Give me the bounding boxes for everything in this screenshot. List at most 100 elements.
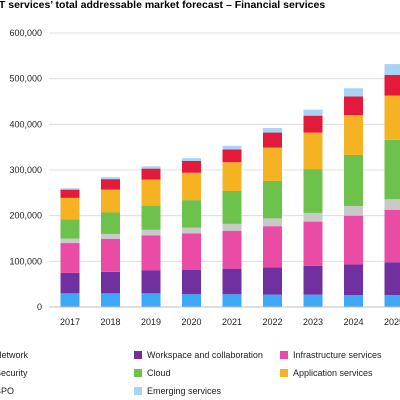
- bar-segment: [222, 145, 242, 150]
- legend-label: Application services: [293, 368, 373, 378]
- bar-segment: [384, 95, 400, 140]
- x-tick-label: 2024: [343, 317, 363, 327]
- bar-segment: [303, 221, 323, 266]
- bar-segment: [344, 295, 363, 307]
- bar-segment: [141, 166, 161, 169]
- bar-segment: [141, 270, 161, 294]
- y-tick-label: 0: [37, 302, 42, 312]
- legend-swatch: [134, 369, 142, 377]
- bar-segment: [263, 294, 282, 307]
- bar-segment: [303, 169, 323, 213]
- bar-segment: [222, 191, 242, 224]
- bar-segment: [101, 179, 120, 190]
- bar-segment: [101, 271, 120, 294]
- bar-segment: [384, 295, 400, 307]
- x-tick-label: 2018: [100, 317, 120, 327]
- bar-segment: [141, 179, 161, 206]
- bar-segment: [384, 139, 400, 200]
- legend-swatch: [134, 351, 142, 359]
- bar-segment: [141, 235, 161, 271]
- bar-segment: [384, 199, 400, 210]
- bar-segment: [303, 115, 323, 133]
- bar-segment: [222, 268, 242, 295]
- bar-segment: [344, 96, 363, 116]
- legend-label: Infrastructure services: [293, 350, 382, 360]
- bar-segment: [303, 109, 323, 116]
- legend-item: Infrastructure services: [280, 349, 382, 361]
- bar-segment: [344, 154, 363, 207]
- y-tick-label: 600,000: [9, 28, 42, 38]
- bar-segment: [344, 206, 363, 216]
- bar-segment: [344, 264, 363, 296]
- bar-segment: [384, 209, 400, 263]
- bar-segment: [101, 233, 120, 239]
- bars: [60, 64, 400, 307]
- bar-segment: [222, 149, 242, 163]
- bar-segment: [60, 238, 80, 244]
- bar-segment: [222, 294, 242, 307]
- bar-segment: [263, 226, 282, 268]
- legend-item: Emerging services: [134, 385, 221, 397]
- y-tick-label: 100,000: [9, 256, 42, 266]
- bar-segment: [303, 294, 323, 307]
- bar-segment: [60, 272, 80, 294]
- legend-swatch: [280, 351, 288, 359]
- bar-segment: [141, 293, 161, 307]
- bar-segment: [60, 189, 80, 198]
- bar-segment: [384, 75, 400, 96]
- bar-segment: [182, 160, 201, 173]
- legend-label: Emerging services: [147, 386, 222, 396]
- bar-segment: [141, 229, 161, 236]
- bar-segment: [141, 168, 161, 180]
- legend: Network Workspace and collaboration Infras…: [0, 348, 400, 400]
- legend-label: Cloud: [147, 368, 171, 378]
- bar-segment: [222, 223, 242, 231]
- bar-segment: [182, 172, 201, 201]
- legend-item: Cloud: [134, 367, 171, 379]
- y-tick-label: 200,000: [9, 211, 42, 221]
- bar-segment: [182, 294, 201, 307]
- x-tick-label: 2023: [303, 317, 323, 327]
- stacked-bar-chart: 0 100,000 200,000 300,000 400,000 500,000 600,…: [9, 28, 400, 327]
- bar-segment: [263, 132, 282, 148]
- bar-segment: [101, 238, 120, 272]
- bar-segment: [101, 189, 120, 213]
- x-tick-label: 2020: [181, 317, 201, 327]
- y-tick-label: 300,000: [9, 165, 42, 175]
- legend-label: Workspace and collaboration: [147, 350, 263, 360]
- bar-segment: [263, 147, 282, 181]
- legend-swatch: [134, 387, 142, 395]
- y-tick-label: 400,000: [9, 119, 42, 129]
- bar-segment: [182, 270, 201, 295]
- bar-segment: [344, 215, 363, 265]
- bar-segment: [384, 64, 400, 76]
- x-tick-label: 2017: [60, 317, 80, 327]
- bar-segment: [263, 180, 282, 219]
- x-tick-label: 2022: [262, 317, 282, 327]
- legend-swatch: [280, 369, 288, 377]
- legend-item: BPO: [0, 385, 14, 397]
- bar-segment: [182, 158, 201, 161]
- bar-segment: [303, 132, 323, 170]
- bar-segment: [263, 267, 282, 295]
- bar-segment: [101, 212, 120, 234]
- legend-label: Security: [0, 368, 28, 378]
- bar-segment: [141, 205, 161, 230]
- legend-label: Network: [0, 350, 29, 360]
- bar-segment: [384, 262, 400, 296]
- legend-item: Workspace and collaboration: [134, 349, 263, 361]
- legend-label: BPO: [0, 386, 15, 396]
- bar-segment: [60, 293, 80, 307]
- chart-title: IT services’ total addressable market fo…: [0, 0, 326, 11]
- bar-segment: [222, 162, 242, 192]
- bar-segment: [182, 233, 201, 271]
- legend-item: Security: [0, 367, 28, 379]
- bar-segment: [263, 127, 282, 133]
- bar-segment: [60, 188, 80, 190]
- x-tick-label: 2019: [141, 317, 161, 327]
- bar-segment: [303, 212, 323, 222]
- legend-item: Network: [0, 349, 28, 361]
- bar-segment: [182, 227, 201, 234]
- x-tick-label: 2025: [384, 317, 400, 327]
- legend-item: Application services: [280, 367, 373, 379]
